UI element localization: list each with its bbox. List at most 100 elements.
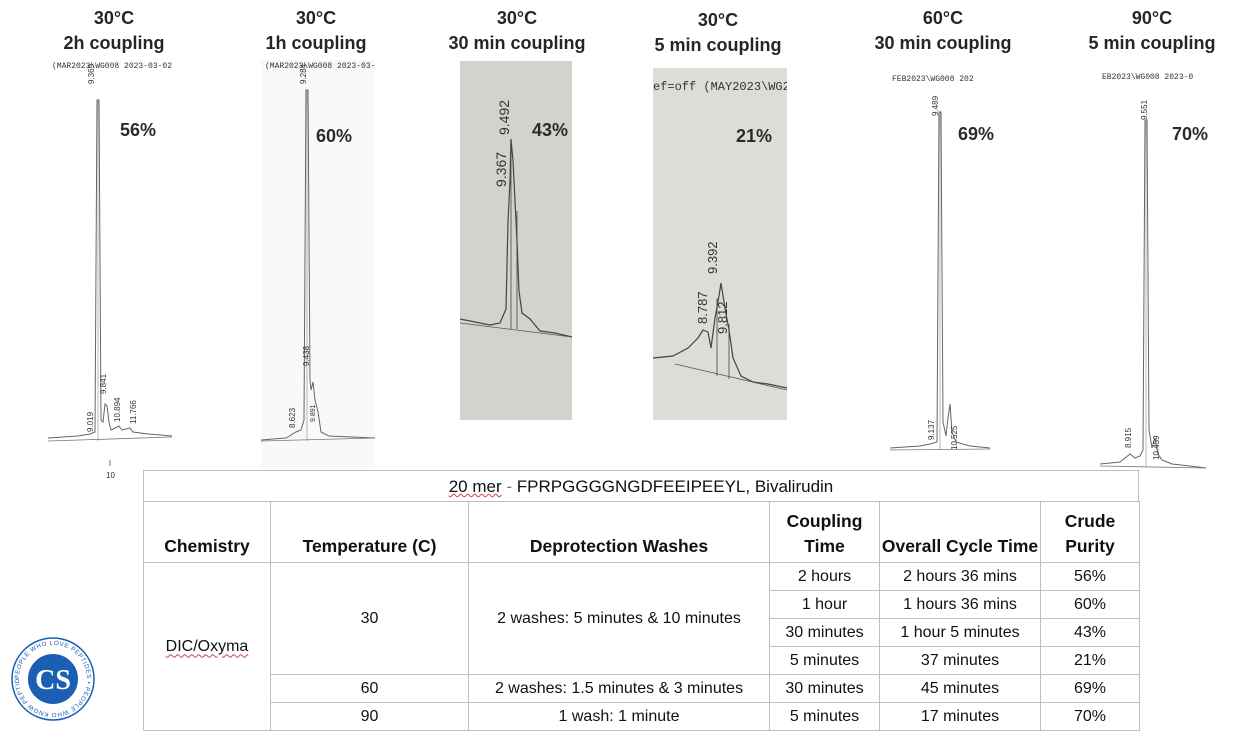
chromatogram-trace: ef=off (MAY2023\WG202 9.392 8.787 9.812 [653, 68, 787, 420]
baseline [48, 436, 172, 442]
peak-label: 11.766 [129, 400, 138, 424]
trace-line [1100, 119, 1206, 469]
panel-title: 60°C 30 min coupling [863, 6, 1023, 56]
panel-title-time: 30 min coupling [448, 33, 586, 53]
column-header-coupling: Coupling Time [769, 501, 880, 563]
peak-label: 9.284 [299, 63, 308, 84]
purity-cell: 43% [1040, 618, 1140, 647]
peak-label: 8.787 [695, 291, 710, 324]
trace-header: ef=off (MAY2023\WG202 [653, 80, 787, 94]
purity-cell: 69% [1040, 674, 1140, 703]
baseline [460, 322, 572, 338]
chromatogram-trace: 9.492 9.367 [460, 61, 572, 420]
table-row: 90 1 wash: 1 minute 5 minutes 17 minutes… [144, 702, 1140, 731]
cycle-cell: 45 minutes [879, 674, 1041, 703]
temperature-cell: 30 [270, 562, 469, 675]
peak-label: 9.492 [496, 100, 512, 135]
peak-label: 9.392 [705, 241, 720, 274]
table-row: DIC/Oxyma 30 2 washes: 5 minutes & 10 mi… [143, 562, 1140, 731]
peak-label: 9.137 [927, 419, 936, 440]
trace-header: FEB2023\WG008 202 [892, 75, 974, 84]
peak-label: 8.623 [288, 407, 297, 428]
peak-label: 9.367 [493, 152, 509, 187]
washes-cell: 2 washes: 1.5 minutes & 3 minutes [468, 674, 770, 703]
panel-title-time: 5 min coupling [1088, 33, 1216, 53]
panel-title: 30°C 30 min coupling [437, 6, 597, 56]
trace-header: (MAR2023\WG008 2023-03-02 1 [52, 62, 172, 71]
trace-svg: 9.492 9.367 [460, 100, 572, 338]
peak-label: 9.438 [302, 345, 311, 366]
trace-line [653, 282, 787, 389]
peak-label: 9.551 [1140, 99, 1149, 120]
cycle-cell: 37 minutes [879, 646, 1041, 675]
coupling-cell: 2 hours [769, 562, 880, 591]
panel-title-temp: 30°C [496, 8, 538, 28]
purity-cell: 21% [1040, 646, 1140, 675]
temperature-cell: 60 [270, 674, 469, 703]
purity-cell: 60% [1040, 590, 1140, 619]
logo-inner-circle [26, 652, 80, 706]
panel-title-temp: 30°C [295, 8, 337, 28]
cycle-cell: 2 hours 36 mins [879, 562, 1041, 591]
purity-cell: 56% [1040, 562, 1140, 591]
chromatogram-trace: (MAR2023\WG008 2023-03-02 1 9.369 9.841 … [48, 60, 172, 480]
trace-header: EB2023\WG008 2023-0 [1102, 73, 1194, 82]
results-table-container: 20 mer - FPRPGGGGNGDFEEIPEEYL, Bivalirud… [143, 470, 1140, 731]
temperature-cell: 90 [270, 702, 469, 731]
coupling-cell: 1 hour [769, 590, 880, 619]
peak-label: 10.525 [950, 425, 959, 450]
panel-title: 30°C 5 min coupling [643, 8, 793, 58]
cycle-cell: 17 minutes [879, 702, 1041, 731]
panel-title-time: 2h coupling [63, 33, 165, 53]
peak-label: 10.894 [113, 397, 122, 422]
panel-title-temp: 60°C [922, 8, 964, 28]
column-header-chemistry: Chemistry [143, 501, 271, 563]
trace-header: (MAR2023\WG008 2023-03- [265, 62, 375, 71]
purity-label: 60% [316, 126, 353, 146]
panel-title: 90°C 5 min coupling [1077, 6, 1227, 56]
chromatogram-trace: (MAR2023\WG008 2023-03- 9.284 9.438 8.62… [261, 60, 375, 468]
table-title: 20 mer - FPRPGGGGNGDFEEIPEEYL, Bivalirud… [143, 470, 1139, 501]
baseline [261, 437, 375, 442]
washes-cell: 2 washes: 5 minutes & 10 minutes [468, 562, 770, 675]
peak-label: 9.841 [99, 373, 108, 394]
purity-label: 43% [532, 120, 569, 140]
panel-title: 30°C 2h coupling [44, 6, 184, 56]
baseline [1100, 465, 1206, 469]
trace-svg: 9.392 8.787 9.812 [653, 241, 787, 391]
table-header-row: Chemistry Temperature (C) Deprotection W… [143, 501, 1140, 563]
cycle-cell: 1 hour 5 minutes [879, 618, 1041, 647]
purity-label: 69% [958, 124, 995, 144]
x-tick-label: 10 [106, 471, 115, 480]
company-logo: PEOPLE WHO LOVE PEPTIDES • PEOPLE WHO KN… [8, 631, 96, 722]
peak-label: 9.019 [86, 411, 95, 432]
peak-label: 9.369 [87, 63, 96, 84]
column-header-washes: Deprotection Washes [468, 501, 770, 563]
panel-title-time: 1h coupling [265, 33, 367, 53]
column-header-temperature: Temperature (C) [270, 501, 469, 563]
trace-svg: 9.369 9.841 9.019 10.894 11.766 10 [48, 63, 172, 480]
baseline [674, 363, 787, 391]
coupling-cell: 30 minutes [769, 618, 880, 647]
trace-svg: 9.284 9.438 8.623 9.891 [261, 63, 375, 442]
trace-svg: 9.551 8.915 10.459 [1100, 99, 1206, 469]
purity-label: 21% [736, 126, 773, 146]
table-title-mer: 20 mer [448, 477, 502, 496]
trace-svg: 9.489 9.137 10.525 [890, 95, 990, 451]
coupling-cell: 5 minutes [769, 646, 880, 675]
trace-line [890, 111, 990, 449]
purity-cell: 70% [1040, 702, 1140, 731]
table-title-dash: - [506, 477, 513, 496]
chromatogram-trace: EB2023\WG008 2023-0 9.551 8.915 10.459 [1100, 70, 1206, 472]
peak-label: 9.891 [310, 404, 317, 422]
column-header-purity: Crude Purity [1040, 501, 1140, 563]
panel-title-time: 5 min coupling [654, 35, 782, 55]
results-table: Chemistry Temperature (C) Deprotection W… [143, 501, 1140, 731]
washes-cell: 1 wash: 1 minute [468, 702, 770, 731]
panel-title-time: 30 min coupling [874, 33, 1012, 53]
trace-line [48, 99, 172, 439]
peak-label: 10.459 [1152, 435, 1161, 460]
purity-label: 70% [1172, 124, 1209, 144]
peak-label: 8.915 [1124, 427, 1133, 448]
chemistry-cell: DIC/Oxyma [143, 562, 271, 731]
